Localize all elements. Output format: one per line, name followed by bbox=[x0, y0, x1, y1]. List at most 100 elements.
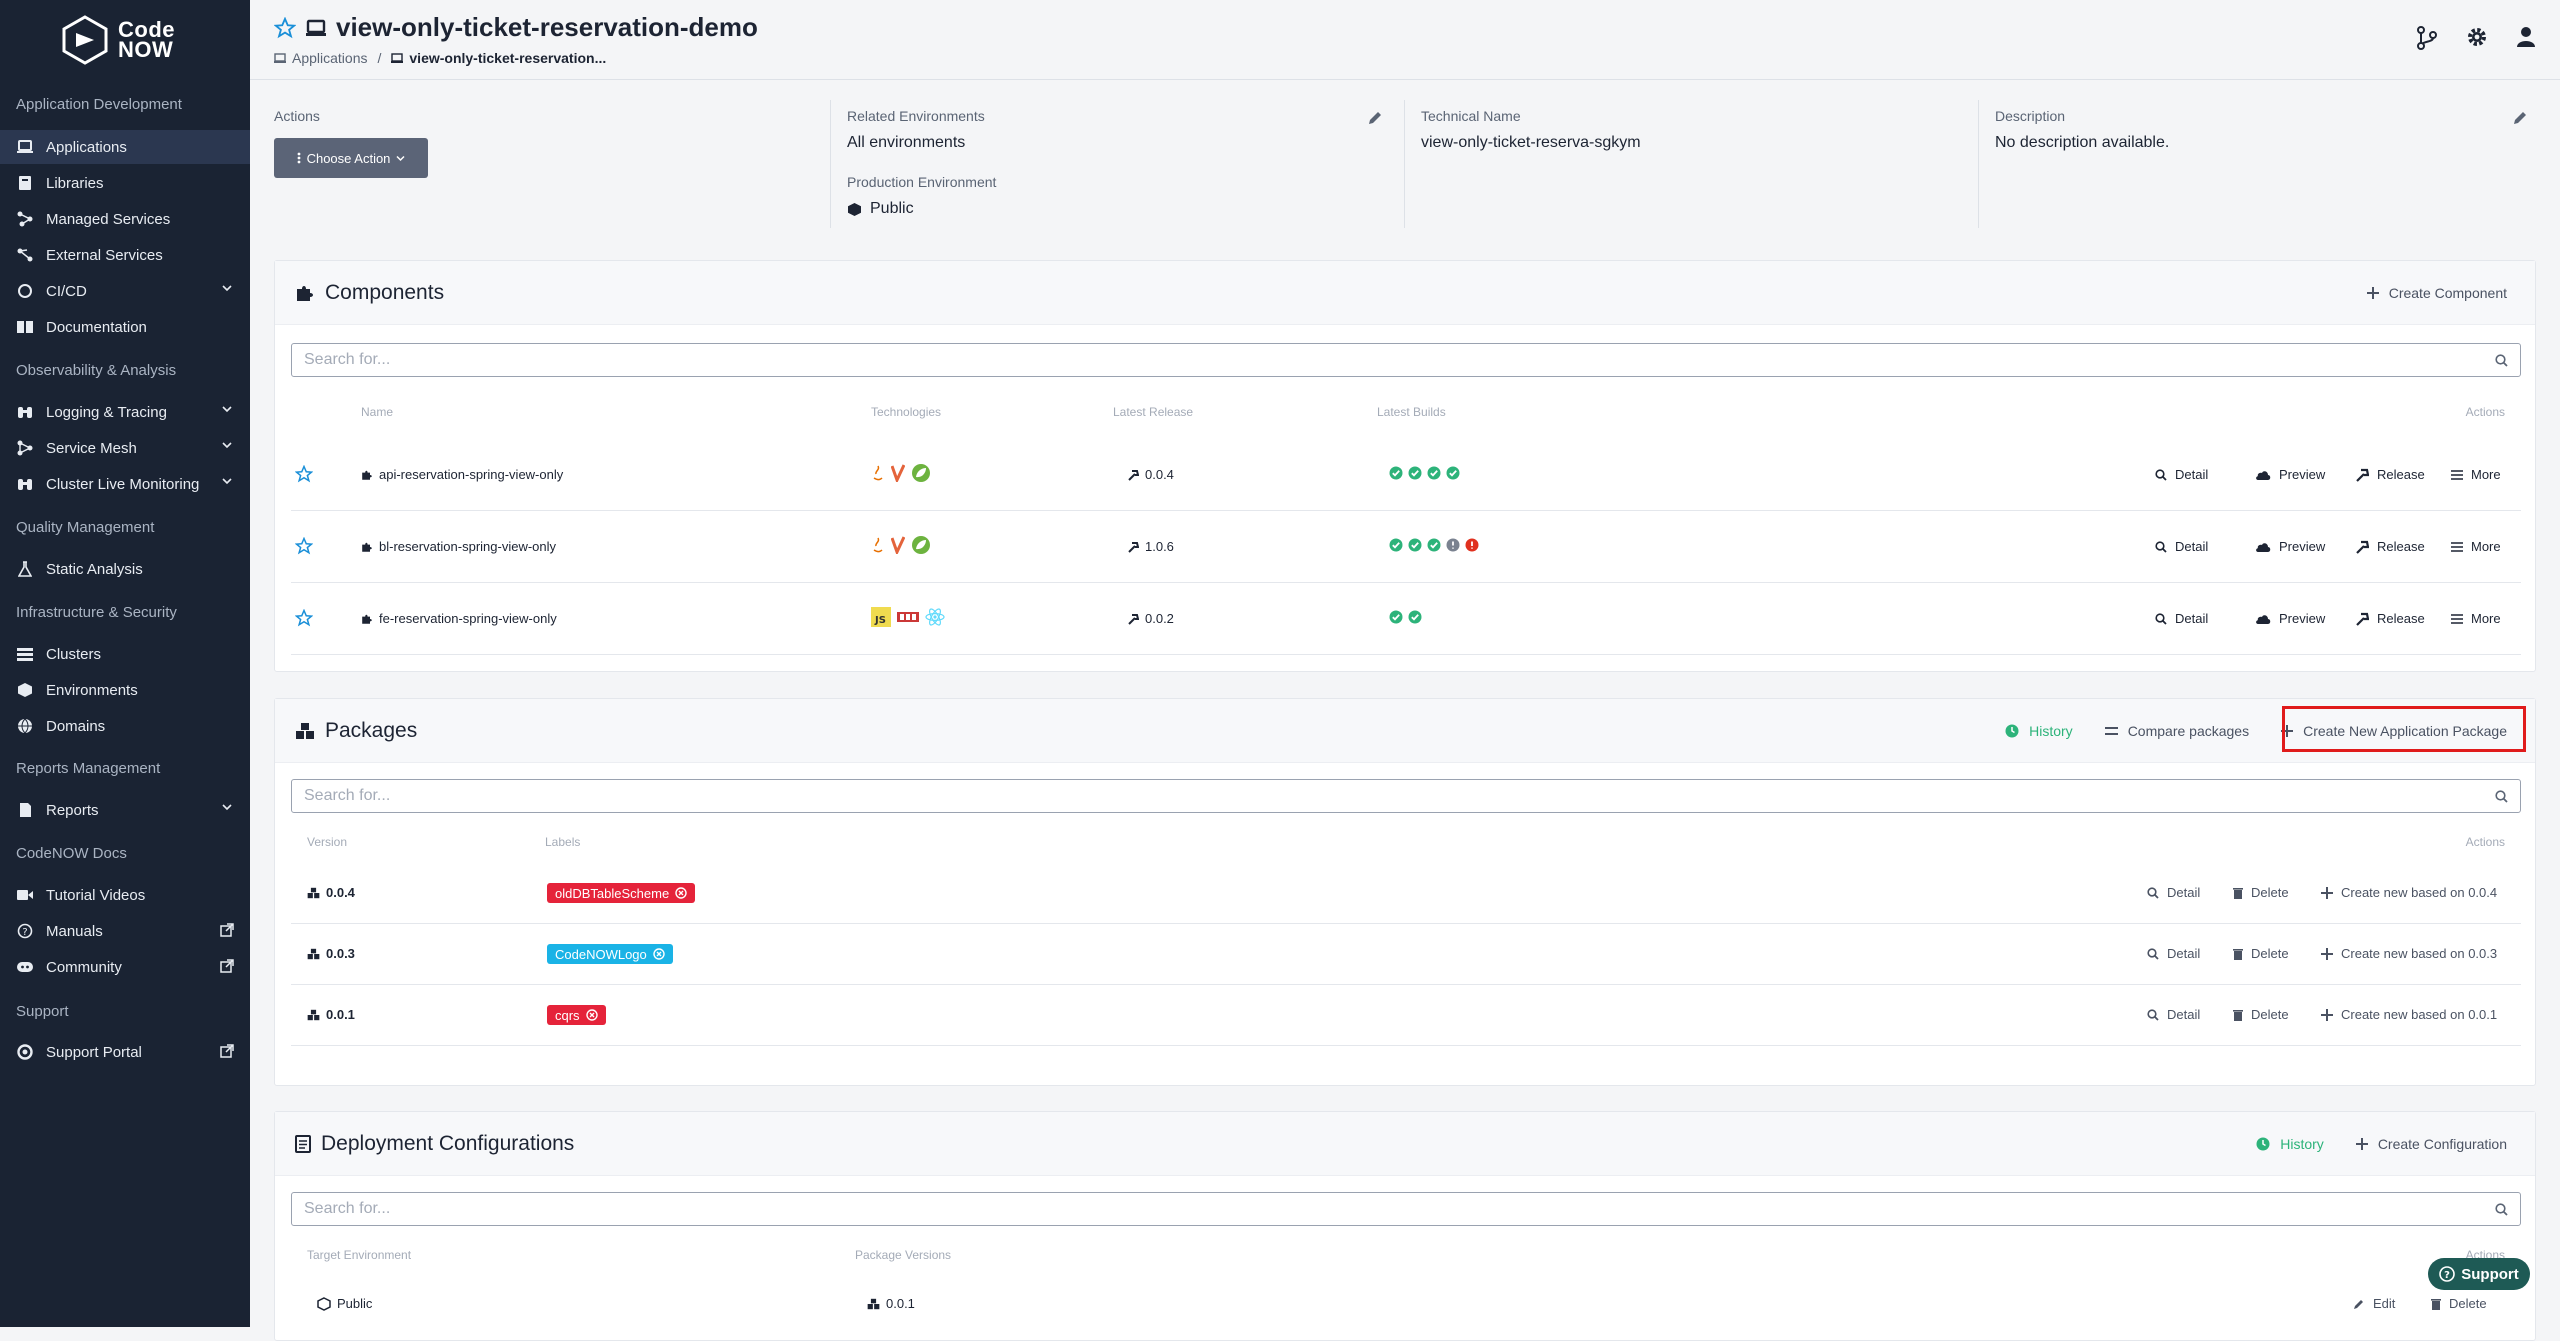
more-button[interactable]: More bbox=[2451, 611, 2501, 626]
breadcrumb-applications-link[interactable]: Applications bbox=[292, 50, 368, 66]
sidebar-item-manuals[interactable]: ? Manuals bbox=[0, 914, 250, 948]
react-icon bbox=[925, 607, 945, 627]
package-label-tag[interactable]: oldDBTableScheme bbox=[547, 883, 696, 903]
build-status-success-icon[interactable] bbox=[1427, 538, 1441, 552]
create-new-based-on-button[interactable]: Create new based on 0.0.4 bbox=[2321, 885, 2497, 900]
create-new-based-on-button[interactable]: Create new based on 0.0.3 bbox=[2321, 946, 2497, 961]
delete-button[interactable]: Delete bbox=[2431, 1296, 2487, 1311]
maven-icon bbox=[891, 536, 905, 554]
sidebar-item-clusters[interactable]: Clusters bbox=[0, 637, 250, 671]
sidebar-item-external-services[interactable]: External Services bbox=[0, 238, 250, 272]
latest-release-value[interactable]: 1.0.6 bbox=[1145, 539, 1174, 554]
table-row[interactable]: 0.0.1 cqrs Detail Delete Create new base… bbox=[291, 985, 2521, 1046]
detail-button[interactable]: Detail bbox=[2147, 1007, 2200, 1022]
create-new-based-on-button[interactable]: Create new based on 0.0.1 bbox=[2321, 1007, 2497, 1022]
release-button[interactable]: Release bbox=[2355, 467, 2425, 482]
remove-label-icon[interactable] bbox=[675, 887, 687, 899]
sidebar-item-domains[interactable]: Domains bbox=[0, 709, 250, 743]
packages-history-button[interactable]: History bbox=[2005, 723, 2073, 739]
git-branch-icon[interactable] bbox=[2416, 26, 2438, 50]
package-version[interactable]: 0.0.3 bbox=[326, 946, 355, 961]
component-name[interactable]: api-reservation-spring-view-only bbox=[379, 467, 564, 482]
table-row[interactable]: bl-reservation-spring-view-only 1.0.6 De… bbox=[291, 511, 2521, 583]
table-row[interactable]: fe-reservation-spring-view-only JS 0.0.2… bbox=[291, 583, 2521, 655]
edit-description-pencil-icon[interactable] bbox=[2512, 110, 2528, 126]
sidebar-item-libraries[interactable]: Libraries bbox=[0, 166, 250, 200]
detail-button[interactable]: Detail bbox=[2155, 611, 2208, 626]
detail-button[interactable]: Detail bbox=[2155, 467, 2208, 482]
deployments-search-input[interactable]: Search for... bbox=[291, 1192, 2521, 1226]
latest-release-value[interactable]: 0.0.2 bbox=[1145, 611, 1174, 626]
sidebar-item-service-mesh[interactable]: Service Mesh bbox=[0, 431, 250, 465]
preview-button[interactable]: Preview bbox=[2255, 611, 2325, 626]
sidebar-item-logging-tracing[interactable]: Logging & Tracing bbox=[0, 395, 250, 429]
sidebar-item-reports[interactable]: Reports bbox=[0, 793, 250, 827]
sidebar-item-static-analysis[interactable]: Static Analysis bbox=[0, 552, 250, 586]
build-status-success-icon[interactable] bbox=[1408, 466, 1422, 480]
build-status-failed-icon[interactable] bbox=[1465, 538, 1479, 552]
delete-button[interactable]: Delete bbox=[2233, 1007, 2289, 1022]
build-status-neutral-icon[interactable] bbox=[1446, 538, 1460, 552]
create-configuration-button[interactable]: Create Configuration bbox=[2355, 1136, 2507, 1152]
target-environment-value[interactable]: Public bbox=[337, 1296, 373, 1311]
build-status-success-icon[interactable] bbox=[1389, 466, 1403, 480]
detail-button[interactable]: Detail bbox=[2155, 539, 2208, 554]
package-label-tag[interactable]: CodeNOWLogo bbox=[547, 944, 673, 964]
preview-button[interactable]: Preview bbox=[2255, 467, 2325, 482]
components-search-input[interactable]: Search for... bbox=[291, 343, 2521, 377]
sidebar-item-documentation[interactable]: Documentation bbox=[0, 310, 250, 344]
favorite-star-icon[interactable] bbox=[274, 16, 296, 39]
deployments-history-button[interactable]: History bbox=[2256, 1136, 2324, 1152]
edit-environments-pencil-icon[interactable] bbox=[1367, 110, 1383, 126]
support-button[interactable]: ? Support bbox=[2428, 1258, 2530, 1290]
package-version[interactable]: 0.0.1 bbox=[326, 1007, 355, 1022]
package-label-tag[interactable]: cqrs bbox=[547, 1005, 606, 1025]
favorite-star-icon[interactable] bbox=[295, 465, 313, 483]
choose-action-button[interactable]: Choose Action bbox=[274, 138, 428, 178]
sidebar-item-tutorial-videos[interactable]: Tutorial Videos bbox=[0, 878, 250, 912]
table-row[interactable]: api-reservation-spring-view-only 0.0.4 D… bbox=[291, 439, 2521, 511]
more-button[interactable]: More bbox=[2451, 539, 2501, 554]
release-button[interactable]: Release bbox=[2355, 539, 2425, 554]
favorite-star-icon[interactable] bbox=[295, 609, 313, 627]
component-name[interactable]: bl-reservation-spring-view-only bbox=[379, 539, 557, 554]
preview-button[interactable]: Preview bbox=[2255, 539, 2325, 554]
build-status-success-icon[interactable] bbox=[1389, 538, 1403, 552]
delete-button[interactable]: Delete bbox=[2233, 946, 2289, 961]
sidebar-item-support-portal[interactable]: Support Portal bbox=[0, 1035, 250, 1069]
more-button[interactable]: More bbox=[2451, 467, 2501, 482]
build-status-success-icon[interactable] bbox=[1408, 538, 1422, 552]
remove-label-icon[interactable] bbox=[585, 1009, 598, 1021]
build-status-success-icon[interactable] bbox=[1389, 610, 1403, 624]
build-status-success-icon[interactable] bbox=[1408, 610, 1422, 624]
detail-label: Detail bbox=[2167, 1007, 2201, 1022]
favorite-star-icon[interactable] bbox=[295, 537, 313, 555]
component-name[interactable]: fe-reservation-spring-view-only bbox=[379, 611, 557, 626]
user-icon[interactable] bbox=[2516, 26, 2536, 50]
table-row[interactable]: Public 0.0.1 Edit Delete bbox=[291, 1274, 2521, 1334]
sidebar-item-applications[interactable]: Applications bbox=[0, 130, 250, 164]
edit-button[interactable]: Edit bbox=[2353, 1296, 2395, 1311]
detail-button[interactable]: Detail bbox=[2147, 885, 2200, 900]
sidebar-item-managed-services[interactable]: Managed Services bbox=[0, 202, 250, 236]
compare-packages-button[interactable]: Compare packages bbox=[2104, 723, 2249, 739]
build-status-success-icon[interactable] bbox=[1446, 466, 1460, 480]
detail-button[interactable]: Detail bbox=[2147, 946, 2200, 961]
sidebar-item-cicd[interactable]: CI/CD bbox=[0, 274, 250, 308]
package-version-value[interactable]: 0.0.1 bbox=[886, 1296, 915, 1311]
gear-icon[interactable] bbox=[2466, 26, 2488, 50]
delete-button[interactable]: Delete bbox=[2233, 885, 2289, 900]
sidebar-item-environments[interactable]: Environments bbox=[0, 673, 250, 707]
remove-label-icon[interactable] bbox=[653, 948, 665, 960]
release-button[interactable]: Release bbox=[2355, 611, 2425, 626]
create-component-button[interactable]: Create Component bbox=[2366, 285, 2507, 301]
sidebar-item-cluster-live-monitoring[interactable]: Cluster Live Monitoring bbox=[0, 467, 250, 501]
table-row[interactable]: 0.0.3 CodeNOWLogo Detail Delete Create n… bbox=[291, 924, 2521, 985]
packages-search-input[interactable]: Search for... bbox=[291, 779, 2521, 813]
sidebar-item-community[interactable]: Community bbox=[0, 950, 250, 984]
build-status-success-icon[interactable] bbox=[1427, 466, 1441, 480]
table-row[interactable]: 0.0.4 oldDBTableScheme Detail Delete Cre… bbox=[291, 863, 2521, 924]
package-version[interactable]: 0.0.4 bbox=[326, 885, 355, 900]
latest-release-value[interactable]: 0.0.4 bbox=[1145, 467, 1174, 482]
codenow-logo[interactable]: Code NOW bbox=[60, 12, 190, 68]
